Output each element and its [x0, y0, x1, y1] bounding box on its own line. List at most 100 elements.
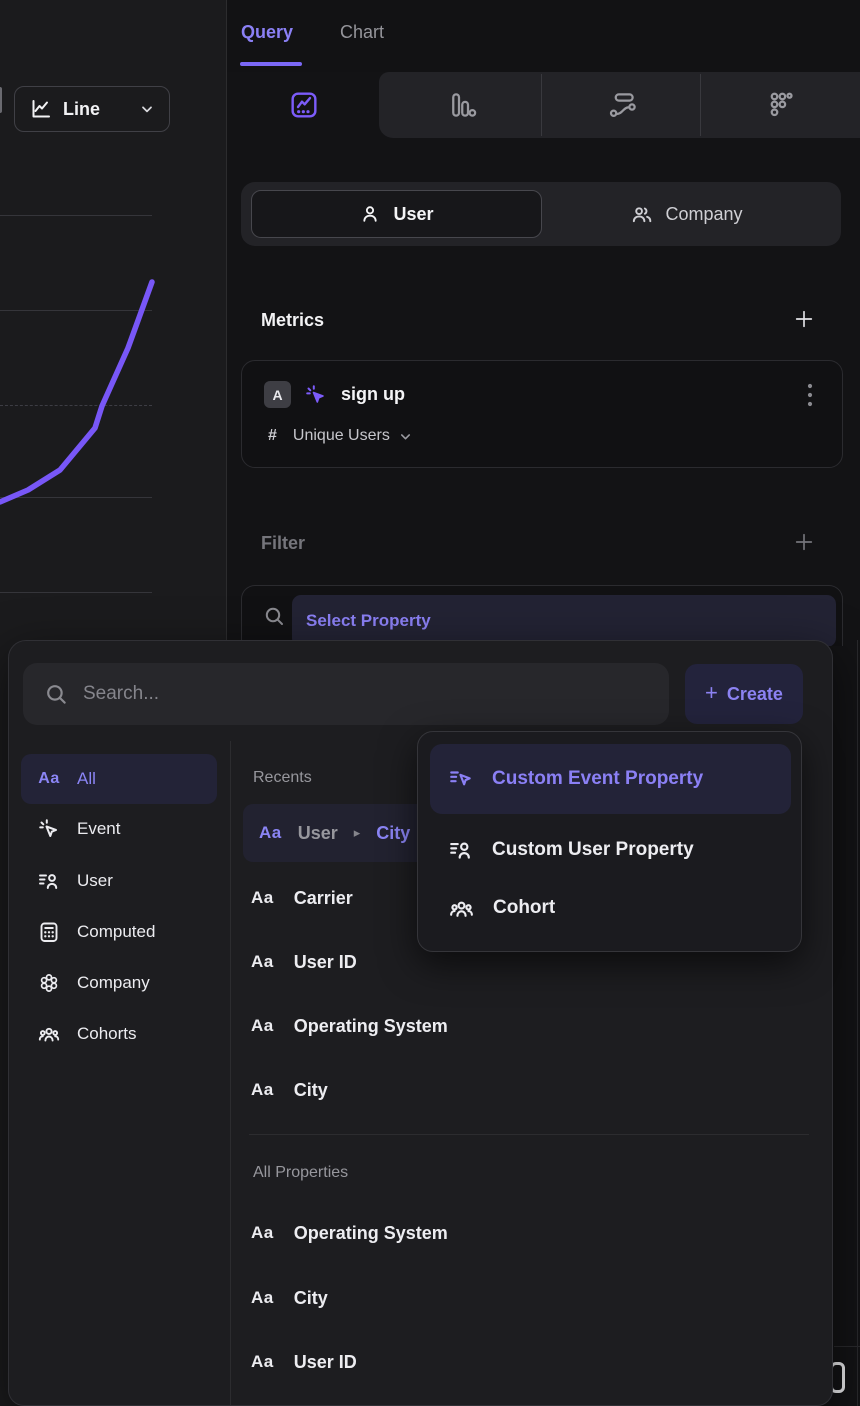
select-property-input[interactable]: Select Property [292, 595, 836, 646]
search-icon [262, 604, 286, 628]
chart-gridline-dashed [0, 405, 152, 406]
recent-parent: User [297, 822, 338, 843]
toggle-user-label: User [393, 203, 434, 224]
number-type-icon: # [268, 427, 277, 444]
category-label: Event [77, 819, 121, 838]
tab-query[interactable]: Query [241, 22, 294, 42]
property-label: Operating System [293, 1222, 448, 1243]
create-context-menu: Custom Event Property Custom User Proper… [417, 731, 802, 952]
property-item[interactable]: Aa City [251, 1276, 328, 1320]
tab-divider [700, 74, 701, 136]
menu-item-custom-event-property[interactable]: Custom Event Property [430, 744, 791, 814]
charttab-flows[interactable] [545, 72, 698, 138]
recent-item[interactable]: Aa Carrier [251, 876, 353, 920]
property-label: City [293, 1079, 328, 1100]
computed-icon [21, 920, 77, 944]
custom-user-property-icon [448, 837, 474, 863]
event-icon [304, 383, 328, 407]
aggregation-dropdown[interactable]: Unique Users [293, 427, 413, 445]
user-icon [359, 203, 381, 225]
category-company[interactable]: Company [21, 958, 217, 1008]
search-icon [43, 681, 69, 707]
metric-event-name: sign up [341, 384, 405, 404]
series-badge: A [264, 381, 291, 408]
recent-item-selected[interactable]: Aa User ▸ City [243, 804, 435, 862]
category-label: User [77, 871, 113, 890]
category-cohorts[interactable]: Cohorts [21, 1009, 217, 1059]
text-type-icon: Aa [251, 1016, 274, 1035]
menu-item-cohort[interactable]: Cohort [430, 878, 791, 938]
category-label: Computed [77, 922, 156, 941]
cohort-icon [448, 895, 475, 922]
charttab-bar[interactable] [385, 72, 538, 138]
create-button[interactable]: + Create [685, 664, 803, 724]
section-divider [249, 1134, 809, 1135]
custom-event-property-icon [448, 766, 474, 792]
menu-item-label: Cohort [493, 897, 556, 918]
category-event[interactable]: Event [21, 804, 217, 854]
recent-item[interactable]: Aa User ID [251, 940, 357, 984]
category-user[interactable]: User [21, 856, 217, 906]
column-divider [230, 741, 231, 1405]
metric-row: A sign up [264, 381, 405, 408]
toggle-company-label: Company [665, 203, 743, 224]
category-label: Cohorts [77, 1024, 137, 1043]
metric-menu-button[interactable] [798, 381, 822, 409]
chart-type-dropdown[interactable]: Line [14, 86, 170, 132]
popup-search-bar[interactable] [23, 663, 669, 725]
category-label: All [77, 769, 96, 788]
user-property-icon [21, 869, 77, 893]
filter-section-title: Filter [261, 533, 306, 553]
breadcrumb-arrow-icon: ▸ [353, 825, 361, 840]
text-type-icon: Aa [251, 1080, 274, 1099]
property-label: User ID [293, 1351, 357, 1372]
property-label: Carrier [293, 887, 353, 908]
search-input[interactable] [83, 683, 649, 705]
tab-divider [541, 74, 542, 136]
retention-dots-icon [767, 90, 797, 120]
category-all[interactable]: Aa All [21, 754, 217, 804]
text-type-icon: Aa [251, 1223, 274, 1242]
toggle-company[interactable]: Company [542, 190, 831, 238]
property-list: Recents Aa User ▸ City Aa Carrier Aa Use… [241, 641, 811, 1405]
recents-header: Recents [253, 769, 312, 786]
metrics-section-title: Metrics [261, 310, 325, 330]
add-filter-button[interactable] [789, 527, 819, 557]
chart-gridline [0, 310, 152, 311]
create-label: Create [726, 683, 783, 704]
text-type-icon: Aa [251, 888, 274, 907]
trend-line [0, 279, 155, 505]
chart-type-label: Line [63, 98, 101, 119]
charttab-retention[interactable] [705, 72, 858, 138]
chart-gridline [0, 592, 152, 593]
panel-tab-bar: Query Chart [227, 0, 860, 72]
property-item[interactable]: Aa User ID [251, 1340, 357, 1384]
line-chart-icon [29, 97, 53, 121]
company-users-icon [630, 203, 653, 226]
chart-gridline [0, 497, 152, 498]
add-metric-button[interactable] [789, 304, 819, 334]
chart-gridline [0, 215, 152, 216]
menu-item-custom-user-property[interactable]: Custom User Property [430, 820, 791, 880]
cohorts-icon [21, 1022, 77, 1046]
property-label: Operating System [293, 1015, 448, 1036]
text-type-icon: Aa [251, 952, 274, 971]
background-panel-edge [857, 640, 858, 1406]
charttab-insights[interactable] [227, 72, 380, 138]
bar-chart-icon [447, 90, 477, 120]
category-computed[interactable]: Computed [21, 907, 217, 957]
recent-label: City [376, 822, 411, 843]
offscreen-button-edge [0, 87, 2, 113]
metric-card[interactable]: A sign up # Unique Users [241, 360, 843, 468]
select-property-placeholder: Select Property [306, 611, 431, 630]
recent-item[interactable]: Aa Operating System [251, 1004, 448, 1048]
recent-item[interactable]: Aa City [251, 1068, 328, 1112]
active-tab-underline [240, 62, 302, 66]
tab-chart[interactable]: Chart [340, 22, 385, 42]
trend-line-chart [0, 279, 155, 505]
all-properties-header: All Properties [253, 1164, 349, 1181]
property-item[interactable]: Aa Operating System [251, 1211, 448, 1255]
toggle-user[interactable]: User [251, 190, 542, 238]
plus-icon: + [705, 680, 718, 705]
